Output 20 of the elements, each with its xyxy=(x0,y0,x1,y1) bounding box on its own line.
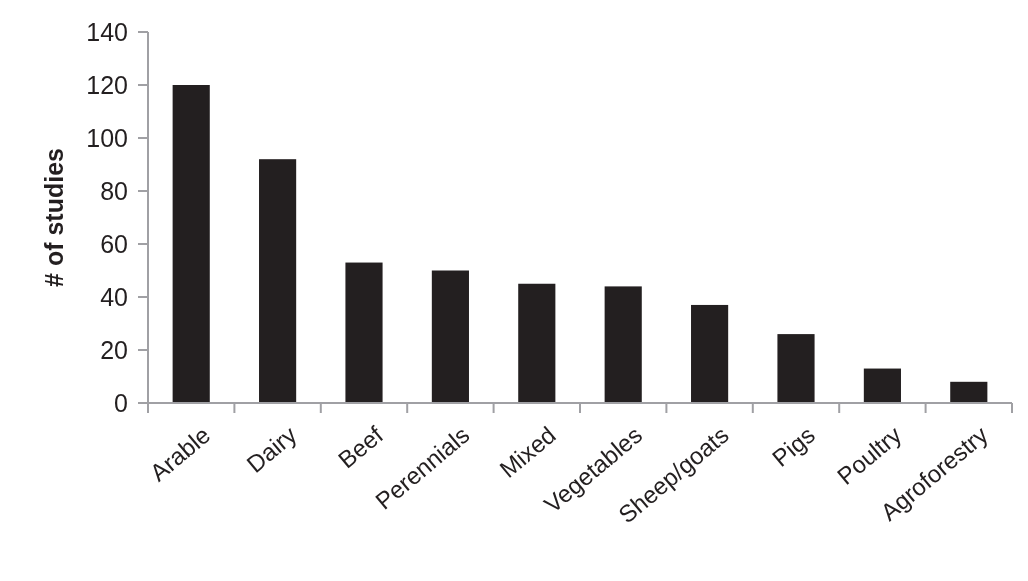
bar xyxy=(518,283,556,403)
bar xyxy=(777,334,815,403)
y-tick-label: 60 xyxy=(100,229,128,258)
y-tick-label: 100 xyxy=(86,123,128,152)
y-tick-label: 20 xyxy=(100,335,128,364)
bar xyxy=(259,159,297,403)
y-tick-label: 120 xyxy=(86,70,128,99)
x-tick-label: Pigs xyxy=(766,421,821,472)
bar xyxy=(345,262,383,403)
bar xyxy=(604,286,642,403)
y-axis-title: # of studies xyxy=(40,148,68,287)
y-tick-label: 80 xyxy=(100,176,128,205)
bar xyxy=(950,381,988,403)
y-tick-label: 40 xyxy=(100,282,128,311)
y-tick-label: 140 xyxy=(86,17,128,46)
bar xyxy=(691,304,729,403)
bar xyxy=(431,270,469,403)
y-tick-label: 0 xyxy=(114,388,128,417)
bar xyxy=(172,85,210,403)
bar xyxy=(863,368,901,403)
